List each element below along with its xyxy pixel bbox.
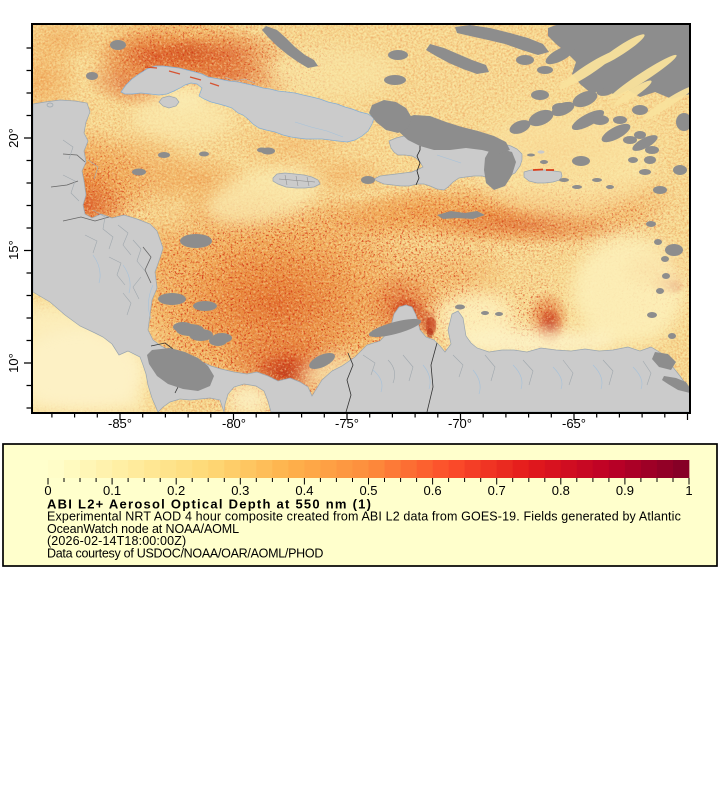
svg-text:0.4: 0.4 [295,483,313,498]
svg-text:0.9: 0.9 [616,483,634,498]
svg-text:15°: 15° [6,240,21,260]
svg-text:0.3: 0.3 [231,483,249,498]
svg-text:-80°: -80° [222,416,246,431]
svg-text:20°: 20° [6,128,21,148]
svg-text:-70°: -70° [448,416,472,431]
svg-text:Experimental NRT AOD 4 hour co: Experimental NRT AOD 4 hour composite cr… [47,510,681,524]
svg-text:ABI L2+ Aerosol Optical Depth: ABI L2+ Aerosol Optical Depth at 550 nm … [47,497,372,512]
svg-text:0.2: 0.2 [167,483,185,498]
svg-text:0.8: 0.8 [552,483,570,498]
svg-text:0.5: 0.5 [359,483,377,498]
svg-text:Data courtesy of USDOC/NOAA/OA: Data courtesy of USDOC/NOAA/OAR/AOML/PHO… [47,547,323,561]
svg-text:0.1: 0.1 [103,483,121,498]
svg-text:OceanWatch node at NOAA/AOML: OceanWatch node at NOAA/AOML [47,522,239,536]
svg-text:0: 0 [44,483,51,498]
svg-text:-65°: -65° [562,416,586,431]
svg-text:0.7: 0.7 [488,483,506,498]
svg-text:1: 1 [685,483,692,498]
svg-text:0.6: 0.6 [424,483,442,498]
svg-text:10°: 10° [6,353,21,373]
svg-text:(2026-02-14T18:00:00Z): (2026-02-14T18:00:00Z) [47,534,186,548]
svg-text:-75°: -75° [335,416,359,431]
svg-text:-85°: -85° [108,416,132,431]
